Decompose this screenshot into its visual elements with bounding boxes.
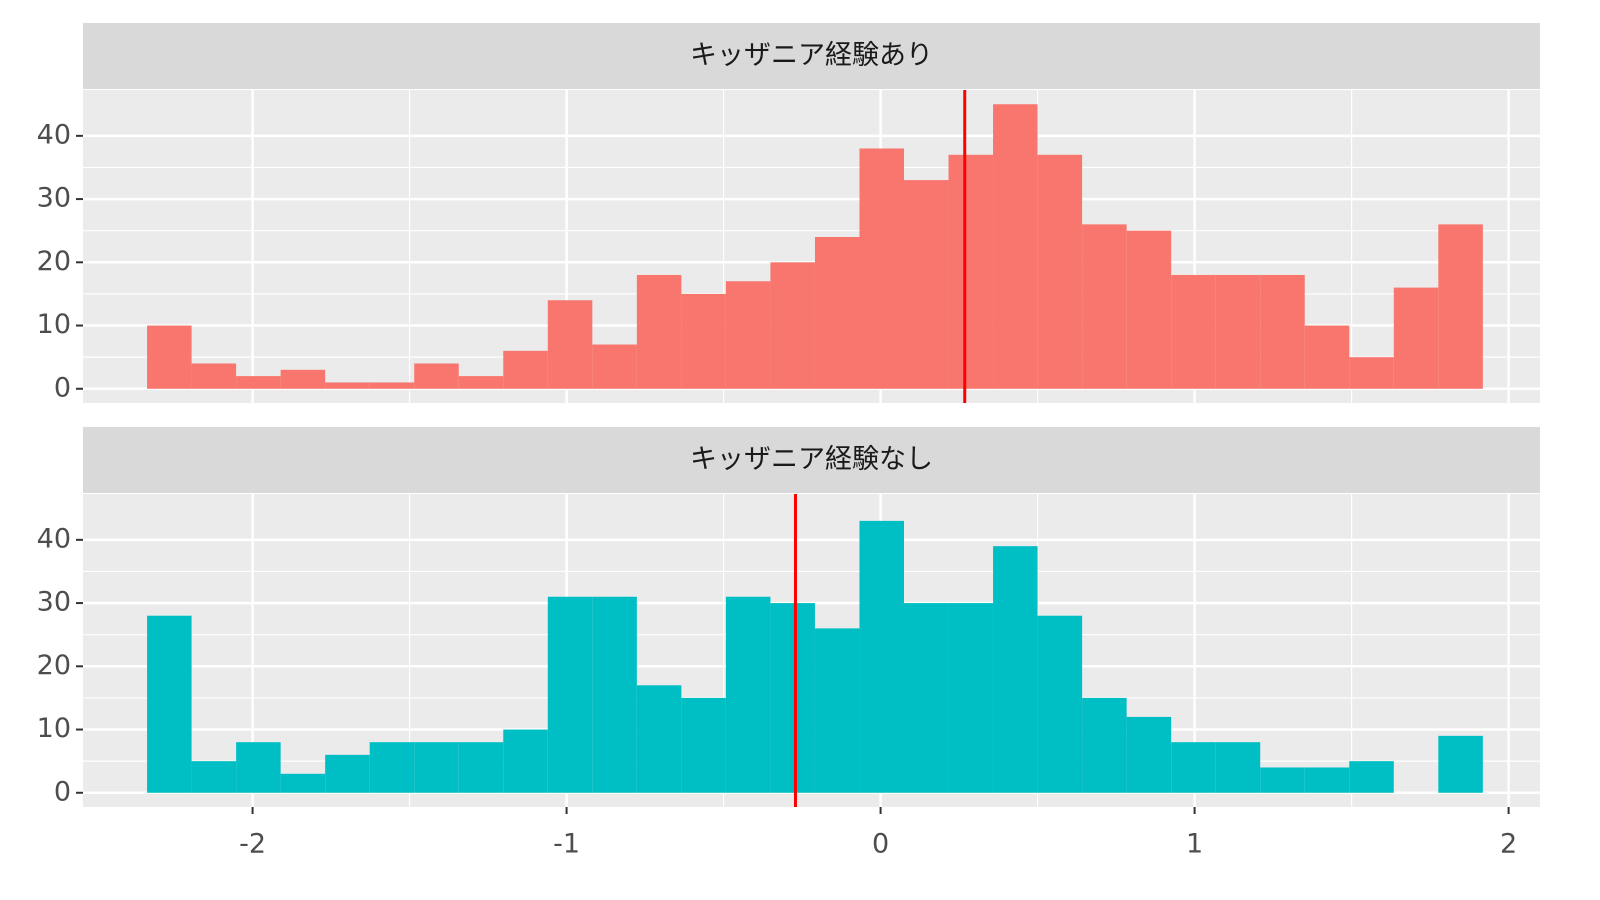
histogram-bar — [1304, 325, 1350, 389]
x-tick-label: 0 — [872, 829, 889, 860]
histogram-bar — [547, 300, 593, 389]
histogram-bar — [191, 363, 237, 389]
strip-background — [83, 427, 1540, 493]
x-tick-label: 1 — [1186, 829, 1203, 860]
histogram-bar — [592, 344, 637, 389]
histogram-bar — [1126, 230, 1172, 389]
histogram-bar — [458, 742, 504, 793]
histogram-bar — [1438, 735, 1483, 793]
histogram-bar — [948, 603, 994, 793]
histogram-bar — [1393, 287, 1439, 389]
histogram-bar — [414, 742, 459, 793]
histogram-bar — [859, 520, 905, 793]
x-tick-label: -1 — [553, 829, 580, 860]
y-tick-label: 40 — [37, 119, 71, 150]
histogram-bar — [1037, 154, 1083, 389]
histogram-bar — [325, 754, 370, 793]
histogram-bar — [191, 761, 237, 793]
histogram-bar — [147, 325, 192, 389]
histogram-bar — [904, 180, 949, 389]
histogram-bar — [725, 281, 771, 389]
histogram-bar — [859, 148, 905, 389]
y-tick-label: 0 — [54, 372, 71, 403]
histogram-bar — [1349, 761, 1394, 793]
histogram-bar — [280, 773, 326, 793]
histogram-bar — [770, 603, 815, 793]
histogram-bar — [503, 729, 548, 793]
histogram-bar — [547, 596, 593, 793]
histogram-bar — [770, 262, 815, 389]
histogram-bar — [1037, 615, 1083, 793]
histogram-bar — [1260, 767, 1305, 793]
histogram-bar — [458, 376, 504, 389]
histogram-bar — [1438, 224, 1483, 389]
histogram-bar — [681, 697, 726, 793]
histogram-bar — [636, 685, 682, 793]
histogram-bar — [1082, 697, 1127, 793]
histogram-bar — [1171, 742, 1216, 793]
histogram-bar — [993, 546, 1038, 793]
histogram-bar — [1349, 357, 1394, 389]
strip-label: キッザニア経験あり — [690, 40, 933, 71]
y-tick-label: 10 — [37, 713, 71, 744]
y-tick-label: 20 — [37, 246, 71, 277]
histogram-bar — [236, 742, 281, 793]
histogram-bar — [503, 350, 548, 389]
histogram-bar — [1304, 767, 1350, 793]
histogram-bar — [280, 369, 326, 389]
histogram-bar — [1082, 224, 1127, 389]
x-tick-label: -2 — [239, 829, 266, 860]
histogram-bar — [1171, 274, 1216, 389]
histogram-bar — [592, 596, 637, 793]
histogram-bar — [1215, 274, 1261, 389]
histogram-bar — [725, 596, 771, 793]
y-tick-label: 10 — [37, 309, 71, 340]
histogram-bar — [948, 154, 994, 389]
x-tick-label: 2 — [1500, 829, 1517, 860]
histogram-bar — [414, 363, 459, 389]
y-tick-label: 0 — [54, 776, 71, 807]
histogram-bar — [814, 237, 860, 389]
y-tick-label: 20 — [37, 650, 71, 681]
histogram-bar — [904, 603, 949, 793]
histogram-bar — [236, 376, 281, 389]
histogram-bar — [681, 293, 726, 389]
y-tick-label: 40 — [37, 523, 71, 554]
histogram-bar — [814, 628, 860, 793]
histogram-bar — [147, 615, 192, 793]
histogram-bar — [636, 274, 682, 389]
histogram-bar — [993, 104, 1038, 389]
histogram-bar — [1126, 716, 1172, 793]
histogram-bar — [369, 742, 415, 793]
histogram-bar — [1215, 742, 1261, 793]
histogram-bar — [1260, 274, 1305, 389]
histogram-bar — [369, 382, 415, 389]
histogram-bar — [325, 382, 370, 389]
y-tick-label: 30 — [37, 587, 71, 618]
y-tick-label: 30 — [37, 183, 71, 214]
strip-background — [83, 23, 1540, 89]
strip-label: キッザニア経験なし — [690, 444, 933, 475]
